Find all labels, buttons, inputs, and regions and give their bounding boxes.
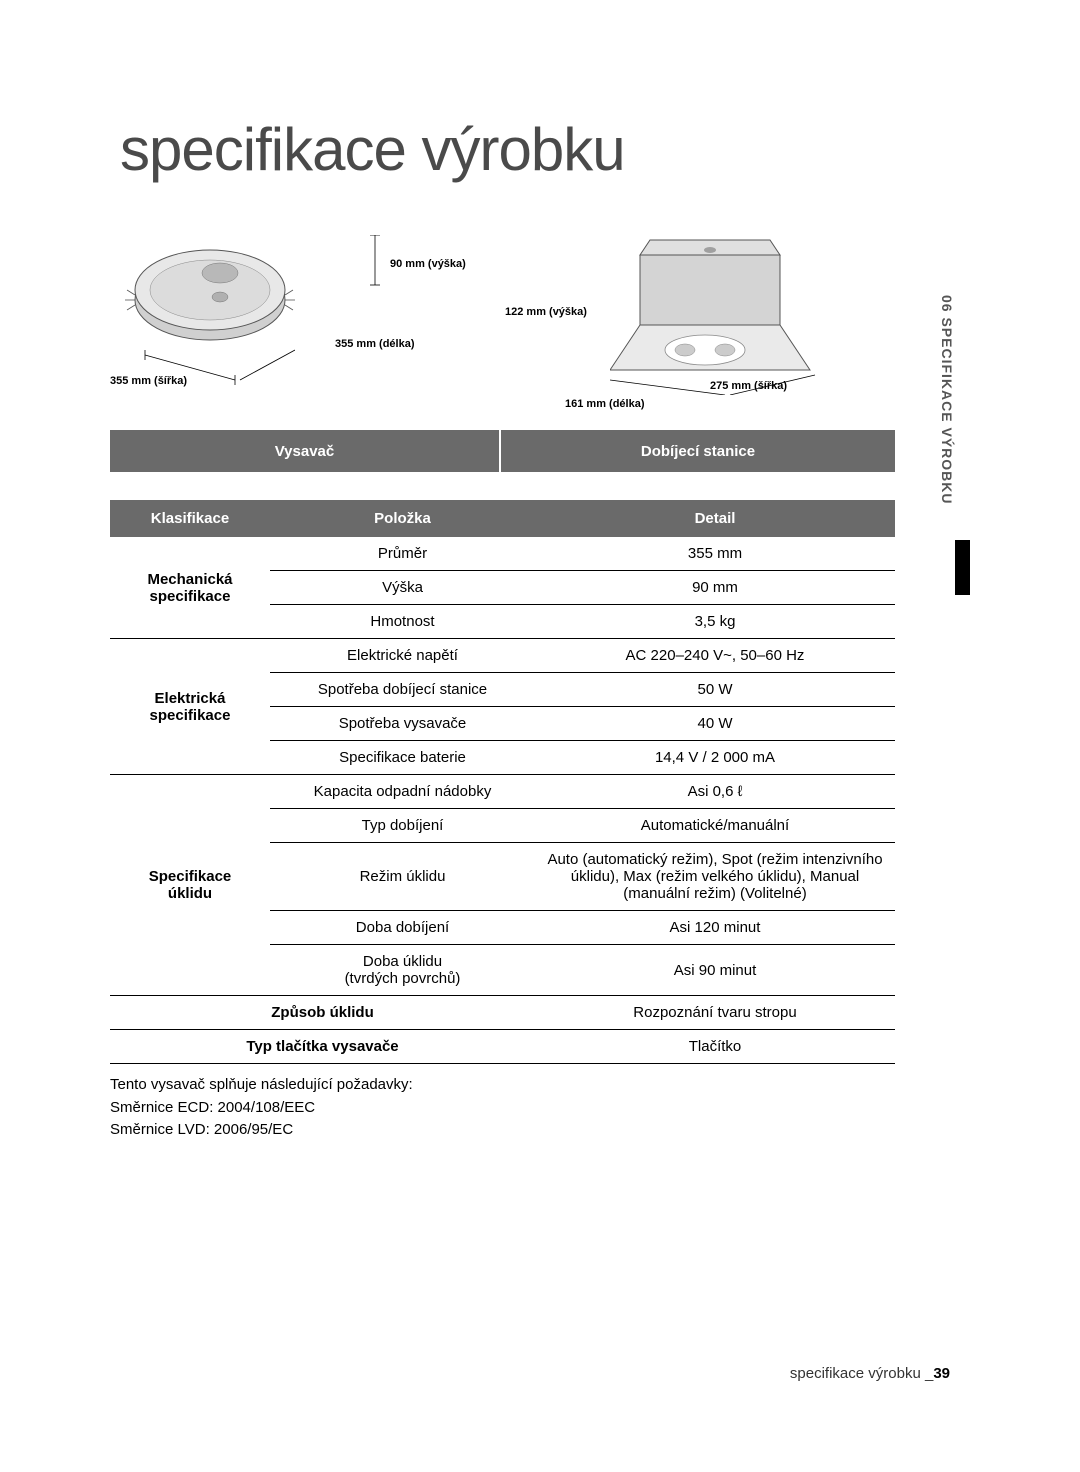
class-cell-wide: Způsob úklidu: [110, 996, 535, 1030]
item-cell: Výška: [270, 571, 535, 605]
item-cell: Průměr: [270, 537, 535, 571]
footer-text: specifikace výrobku _: [790, 1365, 933, 1382]
item-cell: Spotřeba vysavače: [270, 707, 535, 741]
class-cell: Elektrickáspecifikace: [110, 639, 270, 775]
item-cell: Specifikace baterie: [270, 741, 535, 775]
vacuum-height-bracket: [365, 235, 385, 290]
col-header-detail: Detail: [535, 500, 895, 537]
item-cell: Elektrické napětí: [270, 639, 535, 673]
footnote-line: Směrnice ECD: 2004/108/EEC: [110, 1097, 413, 1120]
detail-cell: Rozpoznání tvaru stropu: [535, 996, 895, 1030]
item-cell: Hmotnost: [270, 605, 535, 639]
side-tab-accent: [955, 540, 970, 595]
vacuum-height-label: 90 mm (výška): [390, 258, 466, 270]
col-header-class: Klasifikace: [110, 500, 270, 537]
item-cell: Režim úklidu: [270, 843, 535, 911]
detail-cell: Asi 120 minut: [535, 911, 895, 945]
side-tab-label: 06 SPECIFIKACE VÝROBKU: [939, 295, 955, 504]
table-row: MechanickáspecifikacePrůměr355 mm: [110, 537, 895, 571]
diagram-area: 90 mm (výška) 355 mm (délka) 355 mm (šíř…: [110, 220, 920, 420]
detail-cell: Auto (automatický režim), Spot (režim in…: [535, 843, 895, 911]
detail-cell: 14,4 V / 2 000 mA: [535, 741, 895, 775]
detail-cell: 355 mm: [535, 537, 895, 571]
vacuum-length-label: 355 mm (délka): [335, 338, 414, 350]
detail-cell: 90 mm: [535, 571, 895, 605]
spec-table: Klasifikace Položka Detail Mechanickáspe…: [110, 500, 895, 1064]
station-diagram: [610, 230, 820, 395]
table-row: Způsob úkliduRozpoznání tvaru stropu: [110, 996, 895, 1030]
station-length-label: 161 mm (délka): [565, 398, 644, 410]
vacuum-width-label: 355 mm (šířka): [110, 375, 187, 387]
footnote-line: Směrnice LVD: 2006/95/EC: [110, 1119, 413, 1142]
item-cell: Typ dobíjení: [270, 809, 535, 843]
table-row: Typ tlačítka vysavačeTlačítko: [110, 1030, 895, 1064]
vacuum-diagram: [125, 235, 295, 385]
detail-cell: 40 W: [535, 707, 895, 741]
table-row: ElektrickáspecifikaceElektrické napětíAC…: [110, 639, 895, 673]
col-header-item: Položka: [270, 500, 535, 537]
spec-table-header-row: Klasifikace Položka Detail: [110, 500, 895, 537]
class-cell-wide: Typ tlačítka vysavače: [110, 1030, 535, 1064]
item-cell: Spotřeba dobíjecí stanice: [270, 673, 535, 707]
detail-cell: Automatické/manuální: [535, 809, 895, 843]
detail-cell: 50 W: [535, 673, 895, 707]
footnote-line: Tento vysavač splňuje následující požada…: [110, 1074, 413, 1097]
class-cell: Specifikaceúklidu: [110, 775, 270, 996]
header-vacuum: Vysavač: [110, 430, 499, 472]
detail-cell: Asi 0,6 ℓ: [535, 775, 895, 809]
table-row: SpecifikaceúkliduKapacita odpadní nádobk…: [110, 775, 895, 809]
top-header-row: Vysavač Dobíjecí stanice: [110, 430, 895, 472]
detail-cell: AC 220–240 V~, 50–60 Hz: [535, 639, 895, 673]
item-cell: Doba úklidu(tvrdých povrchů): [270, 945, 535, 996]
detail-cell: Asi 90 minut: [535, 945, 895, 996]
station-width-label: 275 mm (šířka): [710, 380, 787, 392]
page-number: 39: [933, 1365, 950, 1382]
detail-cell: 3,5 kg: [535, 605, 895, 639]
item-cell: Doba dobíjení: [270, 911, 535, 945]
station-height-label: 122 mm (výška): [505, 306, 587, 318]
class-cell: Mechanickáspecifikace: [110, 537, 270, 639]
page-footer: specifikace výrobku _39: [790, 1365, 950, 1382]
compliance-note: Tento vysavač splňuje následující požada…: [110, 1074, 413, 1142]
item-cell: Kapacita odpadní nádobky: [270, 775, 535, 809]
page-title: specifikace výrobku: [120, 115, 625, 184]
detail-cell: Tlačítko: [535, 1030, 895, 1064]
header-station: Dobíjecí stanice: [501, 430, 895, 472]
